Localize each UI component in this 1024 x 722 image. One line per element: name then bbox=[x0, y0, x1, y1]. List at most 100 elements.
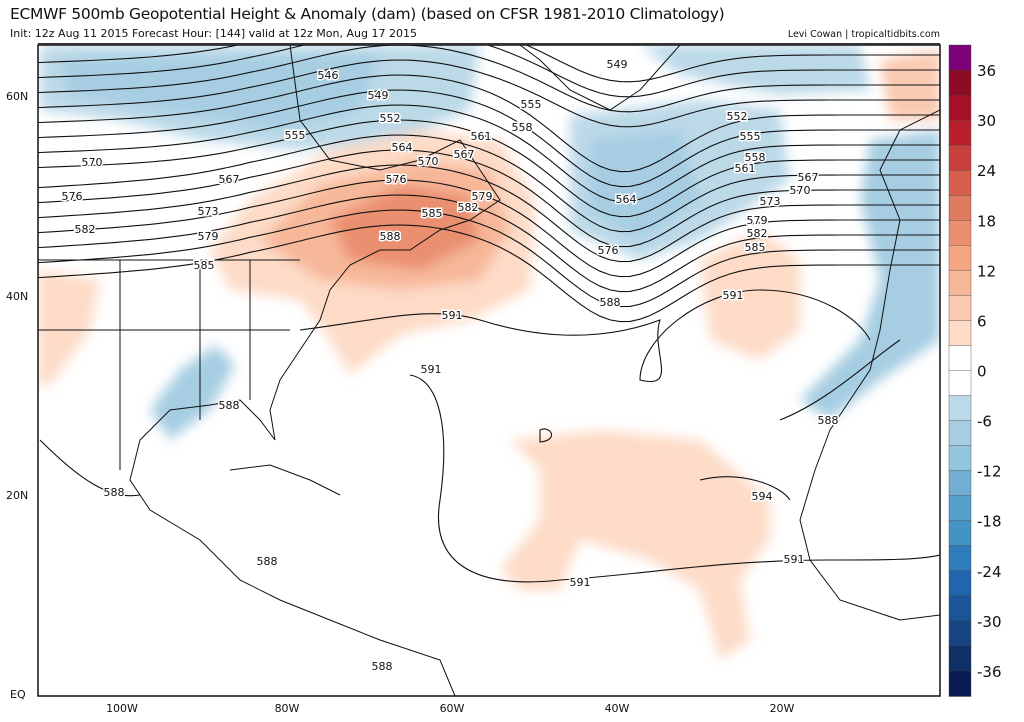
height-contour bbox=[38, 224, 940, 323]
height-contour bbox=[38, 179, 940, 278]
colorbar-label: -12 bbox=[977, 463, 1002, 481]
contour-label: 567 bbox=[798, 171, 819, 184]
contour-label: 549 bbox=[368, 89, 389, 102]
colorbar-label: -24 bbox=[977, 563, 1002, 581]
colorbar-swatch bbox=[948, 144, 972, 171]
contour-label: 582 bbox=[458, 201, 479, 214]
contour-label: 564 bbox=[392, 141, 413, 154]
colorbar-swatch bbox=[948, 245, 972, 272]
colorbar-swatch bbox=[948, 620, 972, 647]
contour-label: 576 bbox=[598, 244, 619, 257]
contour-label: 582 bbox=[75, 223, 96, 236]
height-contour bbox=[39, 439, 141, 497]
colorbar-swatch bbox=[948, 420, 972, 447]
height-contour bbox=[38, 45, 940, 83]
height-contour bbox=[699, 476, 791, 501]
height-contour bbox=[38, 134, 940, 233]
colorbar-swatch bbox=[948, 495, 972, 522]
colorbar-label: 36 bbox=[977, 62, 996, 80]
lat-label: EQ bbox=[10, 688, 26, 701]
height-contours bbox=[38, 45, 940, 583]
map-title: ECMWF 500mb Geopotential Height & Anomal… bbox=[10, 5, 725, 23]
negative-anomaly-canada-core bbox=[60, 55, 380, 130]
colorbar: 36 30 24 18 12 6 0 -6 -12 -18 -24 -30 -36 bbox=[948, 44, 1002, 697]
height-contour bbox=[38, 104, 940, 203]
colorbar-swatch bbox=[948, 470, 972, 497]
contour-label: 588 bbox=[380, 230, 401, 243]
colorbar-swatch bbox=[948, 570, 972, 597]
colorbar-swatch bbox=[948, 94, 972, 121]
contour-label: 573 bbox=[198, 205, 219, 218]
colorbar-swatch bbox=[948, 270, 972, 297]
map-credit: Levi Cowan | tropicaltidbits.com bbox=[787, 29, 940, 40]
height-contour bbox=[38, 149, 940, 248]
colorbar-label: 30 bbox=[977, 112, 996, 130]
contour-label: 576 bbox=[62, 190, 83, 203]
contour-label: 588 bbox=[219, 399, 240, 412]
map-area: 5465495525555645705675765615585555495525… bbox=[38, 45, 940, 696]
contour-label: 582 bbox=[747, 227, 768, 240]
colorbar-swatch bbox=[948, 645, 972, 672]
contour-label: 591 bbox=[784, 553, 805, 566]
contour-label: 555 bbox=[740, 130, 761, 143]
contour-label: 573 bbox=[760, 195, 781, 208]
contour-label: 588 bbox=[104, 486, 125, 499]
colorbar-label: 6 bbox=[977, 312, 987, 330]
colorbar-label: 0 bbox=[977, 363, 987, 381]
colorbar-label: -30 bbox=[977, 613, 1002, 631]
colorbar-label: -36 bbox=[977, 663, 1002, 681]
colorbar-swatch bbox=[948, 44, 972, 71]
height-contour bbox=[539, 428, 552, 443]
contour-label: 588 bbox=[372, 660, 393, 673]
height-contour bbox=[38, 194, 940, 293]
colorbar-swatch bbox=[948, 445, 972, 472]
colorbar-swatch bbox=[948, 320, 972, 347]
contour-label: 570 bbox=[790, 184, 811, 197]
contour-label: 591 bbox=[723, 289, 744, 302]
contour-label: 552 bbox=[727, 110, 748, 123]
contour-label: 579 bbox=[747, 214, 768, 227]
contour-label: 585 bbox=[194, 259, 215, 272]
contour-label: 552 bbox=[380, 112, 401, 125]
height-contour bbox=[38, 89, 940, 188]
contour-label: 588 bbox=[600, 296, 621, 309]
colorbar-swatch bbox=[948, 220, 972, 247]
negative-anomaly-europe bbox=[800, 130, 940, 420]
contour-label: 558 bbox=[745, 151, 766, 164]
contour-label: 567 bbox=[454, 148, 475, 161]
colorbar-swatch bbox=[948, 545, 972, 572]
colorbar-swatch bbox=[948, 69, 972, 96]
height-contour bbox=[38, 164, 940, 263]
colorbar-swatch bbox=[948, 595, 972, 622]
greenland-coast bbox=[519, 45, 681, 111]
colorbar-swatch bbox=[948, 195, 972, 221]
contour-label: 588 bbox=[257, 555, 278, 568]
negative-anomaly-gulf bbox=[150, 345, 235, 440]
positive-anomaly-tropical bbox=[500, 430, 770, 660]
colorbar-swatch bbox=[948, 169, 972, 196]
map-frame bbox=[37, 44, 941, 697]
colorbar-swatch bbox=[948, 345, 972, 372]
height-contour bbox=[409, 374, 940, 583]
contour-label: 579 bbox=[472, 190, 493, 203]
contour-label: 591 bbox=[570, 576, 591, 589]
contour-label: 570 bbox=[418, 155, 439, 168]
contour-label: 591 bbox=[421, 363, 442, 376]
map-subtitle: Init: 12z Aug 11 2015 Forecast Hour: [14… bbox=[10, 27, 417, 40]
colorbar-swatch bbox=[948, 295, 972, 322]
contour-label: 564 bbox=[616, 193, 637, 206]
contour-label: 567 bbox=[219, 173, 240, 186]
axis-labels: 60N 40N 20N EQ 100W 80W 60W 40W 20W bbox=[6, 90, 795, 715]
positive-anomaly-west bbox=[38, 270, 100, 385]
header-divider bbox=[38, 43, 940, 45]
contour-label: 561 bbox=[735, 162, 756, 175]
height-contour bbox=[38, 59, 940, 128]
colorbar-swatch bbox=[948, 119, 972, 146]
height-contour bbox=[299, 289, 871, 383]
contour-label: 579 bbox=[198, 230, 219, 243]
height-contour bbox=[38, 74, 940, 173]
lon-label: 80W bbox=[275, 702, 300, 715]
cuba-coast bbox=[229, 464, 341, 496]
positive-anomaly-azores bbox=[700, 230, 800, 360]
